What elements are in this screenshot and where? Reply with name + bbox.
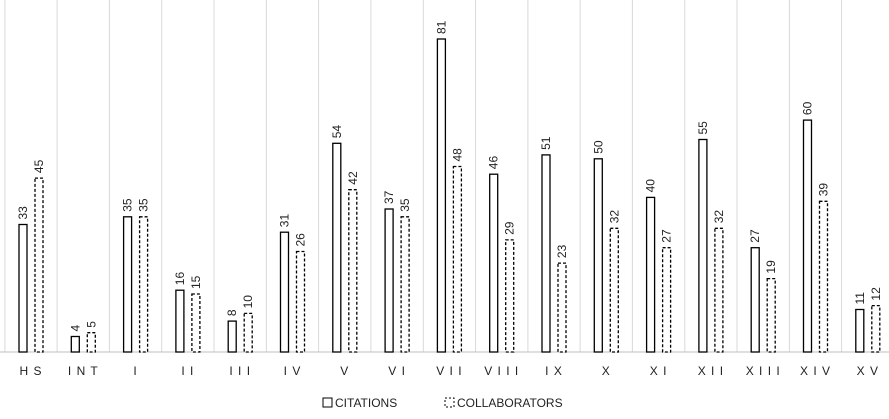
legend: CITATIONS COLLABORATORS [322, 396, 563, 410]
x-tick-label-v: V [340, 364, 349, 378]
data-label-collaborators-xii: 32 [712, 210, 726, 224]
x-tick-label-int: I N T [68, 364, 99, 378]
bar-collaborators-ix [557, 262, 567, 353]
bar-citations-iv [279, 231, 290, 353]
bar-citations-i [122, 216, 133, 353]
bar-collaborators-vi [400, 216, 410, 353]
bar-collaborators-i [138, 216, 149, 353]
data-label-collaborators-x: 32 [607, 210, 621, 224]
bar-citations-v [332, 142, 342, 353]
data-label-collaborators-ii: 15 [189, 275, 203, 289]
x-tick-label-ix: I X [545, 364, 563, 378]
data-label-collaborators-i: 35 [137, 198, 151, 212]
data-label-citations-ii: 16 [173, 272, 187, 286]
x-tick-label-ii: I I [181, 364, 194, 378]
bar-collaborators-xv [871, 304, 881, 353]
data-label-citations-xi: 40 [644, 179, 658, 193]
bar-citations-vi [384, 208, 394, 353]
bar-collaborators-viii [505, 239, 515, 353]
data-label-citations-x: 50 [591, 140, 605, 154]
bar-collaborators-iv [295, 250, 306, 353]
x-tick-label-iv: I V [284, 364, 302, 378]
legend-label-collaborators: COLLABORATORS [457, 396, 563, 410]
bar-collaborators-vii [452, 165, 463, 353]
data-label-collaborators-vi: 35 [398, 198, 412, 212]
bar-collaborators-xiii [766, 277, 776, 353]
x-tick-label-xv: X V [857, 364, 879, 378]
legend-label-citations: CITATIONS [335, 396, 397, 410]
x-tick-label-xi: X I [650, 364, 668, 378]
bar-collaborators-int [86, 332, 96, 353]
x-tick-label-xii: X I I [698, 364, 724, 378]
data-label-citations-iii: 8 [225, 309, 239, 316]
data-label-citations-vi: 37 [382, 190, 396, 204]
bar-citations-xiv [802, 119, 813, 353]
data-label-collaborators-viii: 29 [503, 221, 517, 235]
bar-collaborators-xiv [818, 200, 829, 353]
data-label-collaborators-xiv: 39 [817, 183, 831, 197]
x-tick-label-vii: V I I [436, 364, 462, 378]
bar-citations-ix [541, 154, 551, 353]
bar-citations-int [70, 335, 80, 353]
data-label-citations-xiii: 27 [748, 229, 762, 243]
bar-collaborators-v [348, 189, 358, 353]
bar-citations-ii [175, 289, 185, 353]
data-label-citations-v: 54 [330, 125, 344, 139]
data-label-collaborators-xi: 27 [660, 229, 674, 243]
category-separators [4, 0, 843, 352]
legend-swatch-collaborators [444, 397, 455, 408]
data-label-citations-int: 4 [68, 325, 82, 332]
data-label-collaborators-iii: 10 [241, 295, 255, 309]
x-tick-label-iii: I I I [229, 364, 251, 378]
bar-citations-iii [227, 320, 237, 353]
x-tick-label-xiii: X I I I [746, 364, 781, 378]
x-tick-label-x: X [602, 364, 611, 378]
x-tick-label-vi: V I [388, 364, 406, 378]
legend-swatch-citations [322, 397, 333, 408]
bar-citations-x [593, 158, 603, 353]
data-label-collaborators-v: 42 [346, 171, 360, 185]
data-label-citations-viii: 46 [487, 156, 501, 170]
data-label-collaborators-xv: 12 [869, 287, 883, 301]
bar-collaborators-ii [191, 293, 201, 353]
data-label-collaborators-vii: 48 [450, 148, 464, 162]
bar-collaborators-iii [243, 312, 253, 353]
data-label-collaborators-xiii: 19 [764, 260, 778, 274]
bar-citations-viii [489, 173, 499, 353]
bars [18, 38, 881, 353]
bar-citations-hs [18, 223, 28, 353]
bar-citations-xiii [750, 247, 760, 353]
bar-collaborators-xii [714, 227, 724, 353]
data-label-collaborators-iv: 26 [294, 233, 308, 247]
data-label-citations-xv: 11 [853, 292, 867, 305]
data-label-collaborators-ix: 23 [555, 244, 569, 258]
bar-citations-xi [645, 196, 656, 353]
x-tick-label-viii: V I I I [484, 364, 519, 378]
x-tick-label-i: I [133, 364, 137, 378]
bar-collaborators-xi [661, 247, 672, 353]
x-tick-label-xiv: X I V [800, 364, 831, 378]
data-label-citations-iv: 31 [278, 214, 292, 228]
bar-citations-xii [698, 138, 708, 353]
bar-citations-xv [855, 308, 865, 353]
data-label-citations-xiv: 60 [801, 101, 815, 115]
data-label-citations-ix: 51 [539, 136, 553, 150]
data-label-citations-hs: 33 [16, 206, 30, 220]
data-label-citations-vii: 81 [434, 20, 448, 34]
bar-collaborators-x [609, 227, 619, 353]
x-tick-label-hs: H S [19, 364, 42, 378]
data-label-citations-i: 35 [121, 198, 135, 212]
data-label-collaborators-hs: 45 [32, 159, 46, 173]
bar-citations-vii [436, 38, 447, 353]
data-label-collaborators-int: 5 [84, 321, 98, 328]
bar-collaborators-hs [34, 177, 44, 353]
data-label-citations-xii: 55 [696, 121, 710, 135]
